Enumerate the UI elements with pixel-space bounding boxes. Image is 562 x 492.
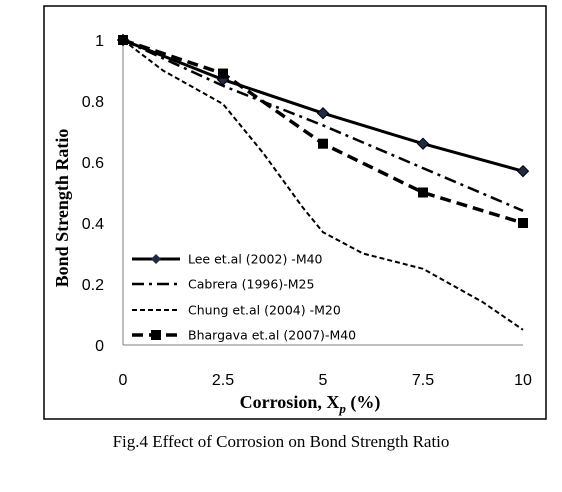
data-point-diamond (516, 164, 530, 178)
data-point-square (418, 187, 428, 198)
legend-marker-square (151, 330, 161, 340)
y-tick-label: 0 (95, 338, 104, 355)
axis-ticks: 0 2.5 5 7.5 10 0 0.2 0.4 0.6 0.8 1 (82, 33, 532, 389)
marker-layer (116, 33, 530, 228)
data-point-square (318, 138, 328, 149)
x-axis-title-subscript: p (338, 401, 346, 416)
legend: Lee et.al (2002) -M40 Cabrera (1996)-M25 C… (132, 252, 356, 343)
chart-border (43, 5, 547, 420)
legend-label: Lee et.al (2002) -M40 (188, 252, 323, 267)
y-tick-label: 0.8 (82, 94, 104, 111)
series-line (122, 39, 524, 331)
data-point-square (518, 218, 528, 228)
x-axis-title-unit: (%) (346, 392, 381, 413)
x-axis-title-main: Corrosion, X (240, 392, 340, 412)
y-axis-title: Bond Strength Ratio (52, 129, 72, 288)
y-tick-label: 0.4 (82, 216, 104, 233)
y-tick-label: 1 (95, 33, 104, 50)
data-point-diamond (316, 106, 330, 120)
data-point-diamond (416, 137, 430, 150)
series-layer (122, 38, 524, 331)
data-point-square (118, 35, 128, 45)
legend-marker-diamond (151, 254, 161, 264)
figure-caption: Fig.4 Effect of Corrosion on Bond Streng… (112, 432, 450, 451)
legend-label: Cabrera (1996)-M25 (188, 277, 314, 292)
y-tick-label: 0.2 (82, 277, 104, 294)
x-tick-label: 5 (319, 372, 328, 389)
y-tick-label: 0.6 (82, 155, 104, 172)
legend-label: Bhargava et.al (2007)-M40 (188, 328, 356, 343)
x-axis-title: Corrosion, Xp (%) (240, 392, 381, 416)
x-tick-label: 7.5 (412, 372, 434, 389)
x-tick-label: 10 (514, 372, 532, 389)
series-line (122, 38, 524, 225)
x-tick-label: 0 (119, 372, 128, 389)
series-line (122, 38, 524, 212)
x-tick-label: 2.5 (212, 372, 234, 389)
data-point-square (218, 68, 228, 79)
series-line (122, 38, 524, 173)
legend-label: Chung et.al (2004) -M20 (188, 303, 341, 318)
